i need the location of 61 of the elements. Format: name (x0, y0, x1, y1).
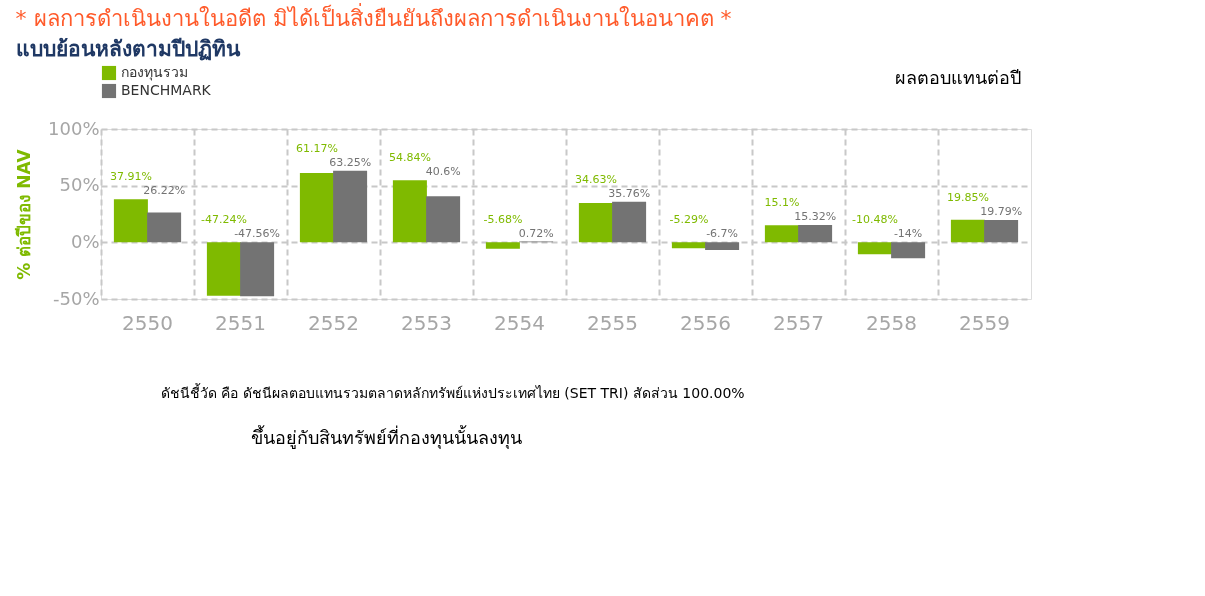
y-tick-label: 0% (70, 230, 100, 252)
data-label: -5.29% (669, 213, 709, 227)
bar (798, 224, 833, 243)
data-label: 61.17% (295, 141, 338, 155)
bar (950, 219, 985, 243)
y-tick-label: -50% (52, 287, 100, 309)
y-axis-title: % ต่อปีของ NAV (14, 148, 35, 280)
bar (113, 199, 148, 243)
data-label: -47.24% (200, 213, 247, 227)
bar (705, 242, 740, 250)
x-tick-label: 2558 (866, 310, 917, 335)
data-label: 15.32% (794, 209, 837, 223)
x-tick-label: 2550 (122, 310, 173, 335)
x-tick-label: 2556 (680, 310, 731, 335)
legend-label: กองทุนรวม (121, 64, 188, 81)
data-label: 54.84% (388, 151, 431, 165)
x-tick-label: 2553 (401, 310, 452, 335)
bar (426, 196, 461, 243)
data-label: -14% (893, 227, 923, 241)
data-label: 35.76% (608, 186, 651, 200)
text: ดัชนีชี้วัด คือ ดัชนีผลตอบแทนรวมตลาดหลักทรัพย์แห่งประเทศไทย (SET TRI) สัดส่วน 100.00% (161, 383, 745, 401)
x-tick-label: 2559 (959, 310, 1010, 335)
bar (578, 203, 613, 243)
data-label: 15.1% (764, 195, 800, 209)
data-label: 19.85% (946, 190, 989, 204)
data-label: -10.48% (851, 213, 898, 227)
data-label: 0.72% (518, 226, 554, 240)
y-tick-label: 100% (48, 117, 100, 139)
data-label: 26.22% (143, 184, 186, 198)
data-label: 34.63% (574, 172, 617, 186)
bar (206, 242, 241, 296)
chart-subtitle: แบบย้อนหลังตามปีปฏิทิน (15, 37, 241, 61)
y-tick-label: 50% (59, 174, 100, 196)
bar (392, 180, 427, 243)
data-label: 37.91% (109, 170, 152, 184)
bar (857, 242, 892, 255)
x-tick-label: 2551 (215, 310, 266, 335)
legend-label: BENCHMARK (121, 82, 212, 98)
data-label: 63.25% (329, 155, 372, 169)
x-tick-label: 2554 (494, 310, 545, 335)
text: ผลตอบแทนต่อปี (895, 67, 1021, 88)
bar (240, 242, 275, 297)
bar (299, 173, 334, 243)
text: ขึ้นอยู่กับสินทรัพย์ที่กองทุนนั้นลงทุน (251, 425, 522, 449)
data-label: -47.56% (234, 227, 281, 241)
data-label: -6.7% (706, 227, 739, 241)
bar (984, 219, 1019, 243)
data-label: 19.79% (980, 204, 1023, 218)
bar (485, 242, 520, 249)
x-tick-label: 2552 (308, 310, 359, 335)
bar (333, 170, 368, 243)
bar (612, 201, 647, 243)
data-label: 40.6% (425, 165, 461, 179)
bar (891, 242, 926, 259)
x-tick-label: 2555 (587, 310, 638, 335)
chart-title: * ผลการดำเนินงานในอดีต มิได้เป็นสิ่งยืนยันถึงผลการดำเนินงานในอนาคต * (15, 3, 732, 31)
x-tick-label: 2557 (773, 310, 824, 335)
bar (764, 225, 799, 243)
bar (671, 242, 706, 249)
data-label: -5.68% (483, 212, 523, 226)
bar (147, 212, 182, 243)
